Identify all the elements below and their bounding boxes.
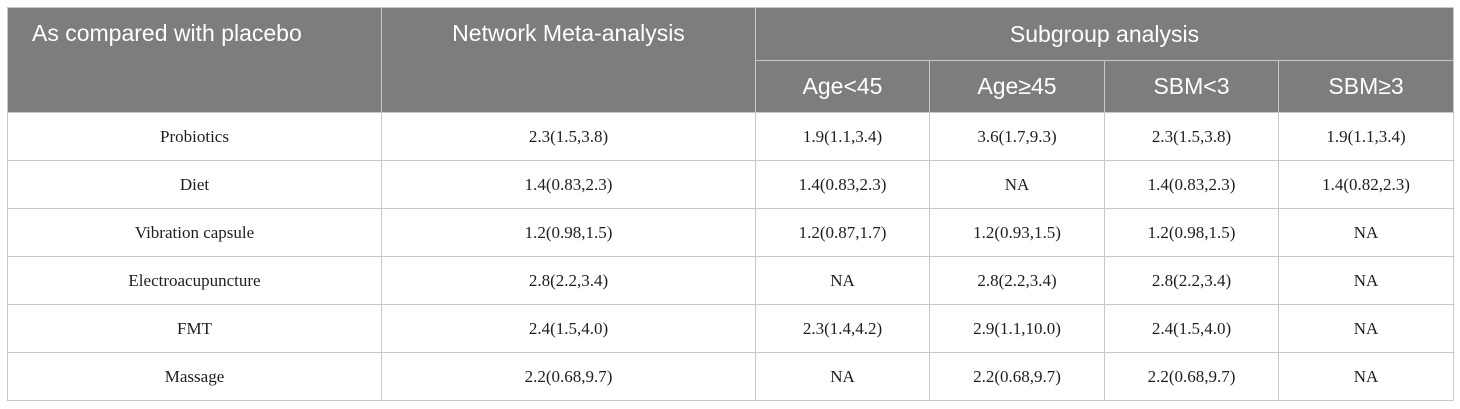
header-sbm-under-3: SBM<3 <box>1104 60 1279 113</box>
cell-age-45-plus: 3.6(1.7,9.3) <box>929 112 1105 161</box>
cell-age-45-plus: 1.2(0.93,1.5) <box>929 208 1105 257</box>
cell-age-45-plus: 2.8(2.2,3.4) <box>929 256 1105 305</box>
row-label: Electroacupuncture <box>7 256 382 305</box>
cell-age-under-45: 2.3(1.4,4.2) <box>755 304 930 353</box>
cell-sbm-3-plus: 1.4(0.82,2.3) <box>1277 160 1455 209</box>
header-network-meta-analysis: Network Meta-analysis <box>381 7 756 113</box>
cell-nma: 1.4(0.83,2.3) <box>381 160 756 209</box>
cell-sbm-under-3: 2.3(1.5,3.8) <box>1104 112 1279 161</box>
table-header: As compared with placebo Network Meta-an… <box>7 7 1455 113</box>
row-label: Diet <box>7 160 382 209</box>
cell-sbm-under-3: 2.2(0.68,9.7) <box>1104 352 1279 401</box>
table-row: Electroacupuncture 2.8(2.2,3.4) NA 2.8(2… <box>7 256 1455 305</box>
cell-sbm-3-plus: NA <box>1277 256 1455 305</box>
cell-nma: 2.3(1.5,3.8) <box>381 112 756 161</box>
table-row: Vibration capsule 1.2(0.98,1.5) 1.2(0.87… <box>7 208 1455 257</box>
cell-nma: 2.2(0.68,9.7) <box>381 352 756 401</box>
row-label: Probiotics <box>7 112 382 161</box>
header-age-45-plus: Age≥45 <box>929 60 1105 113</box>
cell-nma: 2.4(1.5,4.0) <box>381 304 756 353</box>
header-sbm-3-plus: SBM≥3 <box>1277 60 1455 113</box>
cell-nma: 1.2(0.98,1.5) <box>381 208 756 257</box>
cell-nma: 2.8(2.2,3.4) <box>381 256 756 305</box>
header-comparison: As compared with placebo <box>7 7 382 113</box>
cell-age-under-45: 1.4(0.83,2.3) <box>755 160 930 209</box>
table-row: FMT 2.4(1.5,4.0) 2.3(1.4,4.2) 2.9(1.1,10… <box>7 304 1455 353</box>
header-row-sub: Age<45 Age≥45 SBM<3 SBM≥3 <box>8 60 1455 113</box>
table-row: Diet 1.4(0.83,2.3) 1.4(0.83,2.3) NA 1.4(… <box>7 160 1455 209</box>
row-label: FMT <box>7 304 382 353</box>
cell-sbm-under-3: 1.2(0.98,1.5) <box>1104 208 1279 257</box>
cell-sbm-3-plus: NA <box>1277 304 1455 353</box>
cell-sbm-3-plus: NA <box>1277 352 1455 401</box>
cell-age-45-plus: 2.2(0.68,9.7) <box>929 352 1105 401</box>
table-body: Probiotics 2.3(1.5,3.8) 1.9(1.1,3.4) 3.6… <box>7 112 1455 401</box>
comparison-table: As compared with placebo Network Meta-an… <box>7 7 1455 401</box>
header-age-under-45: Age<45 <box>755 60 930 113</box>
table-row: Probiotics 2.3(1.5,3.8) 1.9(1.1,3.4) 3.6… <box>7 112 1455 161</box>
header-subgroup-analysis: Subgroup analysis <box>754 7 1455 61</box>
cell-age-under-45: 1.9(1.1,3.4) <box>755 112 930 161</box>
header-row-top: As compared with placebo Network Meta-an… <box>7 7 1455 113</box>
table-row: Massage 2.2(0.68,9.7) NA 2.2(0.68,9.7) 2… <box>7 352 1455 401</box>
cell-sbm-under-3: 2.4(1.5,4.0) <box>1104 304 1279 353</box>
row-label: Massage <box>7 352 382 401</box>
cell-sbm-3-plus: NA <box>1277 208 1455 257</box>
cell-age-under-45: 1.2(0.87,1.7) <box>755 208 930 257</box>
cell-age-under-45: NA <box>755 256 930 305</box>
row-label: Vibration capsule <box>7 208 382 257</box>
cell-sbm-under-3: 1.4(0.83,2.3) <box>1104 160 1279 209</box>
cell-age-45-plus: NA <box>929 160 1105 209</box>
cell-sbm-3-plus: 1.9(1.1,3.4) <box>1277 112 1455 161</box>
cell-age-45-plus: 2.9(1.1,10.0) <box>929 304 1105 353</box>
cell-sbm-under-3: 2.8(2.2,3.4) <box>1104 256 1279 305</box>
cell-age-under-45: NA <box>755 352 930 401</box>
